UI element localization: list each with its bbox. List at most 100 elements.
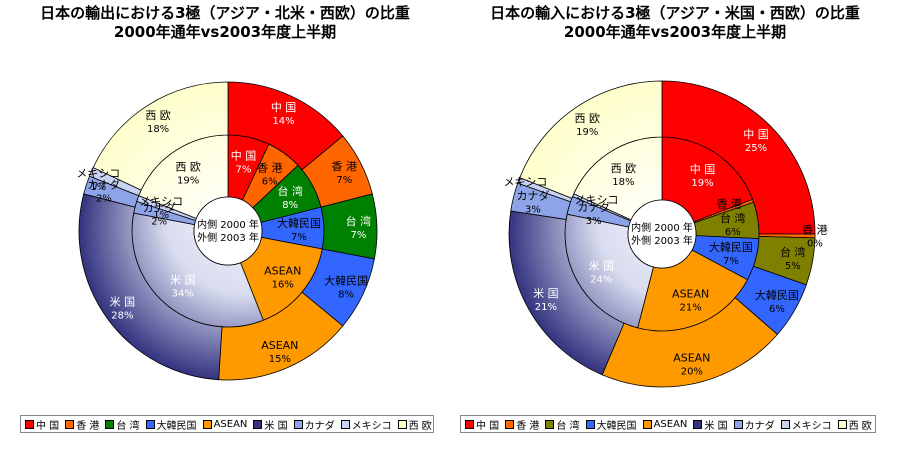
import-chart-title: 日本の輸入における3極（アジア・米国・西欧）の比重 2000年通年vs2003年…	[450, 4, 900, 42]
outer-label-mexico: メキシコ	[503, 175, 547, 188]
inner-label-hongkong: 香 港 6%	[257, 162, 283, 188]
inner-label-value-china: 19%	[691, 178, 713, 189]
legend-item-europe: 西 欧	[837, 417, 872, 432]
outer-label-value-usa: 28%	[111, 311, 133, 322]
inner-label-name-hongkong: 香 港	[716, 198, 742, 211]
inner-label-name-china: 中 国	[231, 150, 257, 163]
legend-label-europe: 西 欧	[408, 420, 432, 432]
legend-swatch-china	[25, 419, 34, 429]
import-chart-panel: 日本の輸入における3極（アジア・米国・西欧）の比重 2000年通年vs2003年…	[450, 0, 900, 450]
inner-label-value-asean: 16%	[272, 279, 294, 290]
outer-label-name-asean: ASEAN	[673, 352, 710, 365]
legend-swatch-asean	[642, 419, 652, 429]
inner-label-name-canada: カナダ	[143, 200, 176, 214]
legend-item-taiwan: 台 湾	[545, 417, 580, 432]
outer-label-value-canada: 3%	[525, 205, 541, 216]
legend-item-china: 中 国	[465, 417, 499, 432]
legend-label-taiwan: 台 湾	[116, 420, 140, 432]
outer-label-usa: 米 国 28%	[110, 296, 136, 322]
legend-swatch-hongkong	[65, 419, 75, 429]
outer-label-value-usa: 21%	[535, 302, 557, 313]
outer-label-value-korea: 6%	[769, 304, 785, 315]
outer-label-value-taiwan: 5%	[785, 261, 801, 272]
outer-slice-europe	[92, 81, 229, 191]
export-chart-panel: 日本の輸出における3極（アジア・北米・西欧）の比重 2000年通年vs2003年…	[20, 4, 434, 433]
outer-label-value-hongkong: 7%	[336, 175, 352, 186]
inner-label-name-korea: 大韓民国	[277, 216, 321, 230]
inner-label-value-europe: 19%	[177, 175, 199, 186]
inner-label-value-usa: 34%	[172, 289, 194, 300]
legend-label-europe: 西 欧	[848, 420, 872, 432]
outer-label-canada: カナダ 2%	[87, 178, 120, 205]
outer-label-china: 中 国 14%	[271, 101, 297, 127]
outer-slice-china	[661, 80, 816, 235]
outer-label-mexico: メキシコ 1%	[76, 167, 120, 193]
import-chart-legend: 中 国 香 港 台 湾 大韓民国 ASEAN 米 国 カナダ メキシコ 西 欧	[460, 415, 876, 433]
outer-label-name-usa: 米 国	[533, 287, 559, 300]
inner-label-asean: ASEAN 16%	[264, 264, 301, 290]
outer-label-canada: カナダ 3%	[516, 189, 549, 216]
inner-label-canada: カナダ 2%	[143, 200, 176, 227]
outer-label-name-taiwan: 台 湾	[346, 214, 372, 228]
legend-swatch-europe	[837, 419, 847, 429]
inner-label-name-hongkong: 香 港	[257, 162, 283, 175]
inner-label-value-usa: 24%	[590, 275, 612, 286]
outer-label-name-usa: 米 国	[110, 296, 136, 309]
outer-label-name-hongkong: 香 港	[332, 160, 358, 173]
inner-label-value-korea: 7%	[291, 232, 307, 243]
outer-label-europe: 西 欧 19%	[574, 112, 600, 138]
legend-swatch-asean	[202, 419, 212, 429]
legend-swatch-canada	[293, 419, 303, 429]
outer-label-taiwan: 台 湾 5%	[780, 245, 806, 272]
center-label-line-2: 外側 2003 年	[631, 234, 693, 247]
outer-label-value-mexico: 1%	[90, 182, 106, 193]
legend-swatch-korea	[145, 419, 155, 429]
outer-label-taiwan: 台 湾 7%	[346, 214, 372, 241]
inner-label-name-china: 中 国	[690, 163, 716, 176]
inner-label-usa: 米 国 34%	[170, 274, 196, 300]
outer-label-hongkong: 香 港 0%	[802, 224, 828, 250]
outer-label-name-korea: 大韓民国	[324, 274, 368, 288]
outer-label-name-mexico: メキシコ	[76, 167, 120, 180]
outer-label-value-korea: 8%	[338, 290, 354, 301]
inner-label-name-taiwan: 台 湾	[720, 211, 746, 225]
legend-label-korea: 大韓民国	[596, 420, 637, 432]
inner-label-name-asean: ASEAN	[264, 264, 301, 277]
legend-item-china: 中 国	[25, 417, 59, 432]
outer-label-asean: ASEAN 15%	[261, 339, 298, 365]
outer-label-china: 中 国 25%	[743, 128, 769, 154]
export-donut-chart: 内側 2000 年外側 2003 年中 国7% 香 港6%台 湾8%大韓民国7%A…	[76, 81, 378, 381]
outer-label-name-asean: ASEAN	[261, 339, 298, 352]
outer-label-name-canada: カナダ	[87, 178, 120, 192]
outer-label-name-china: 中 国	[271, 101, 297, 114]
inner-label-europe: 西 欧 19%	[175, 160, 201, 186]
inner-label-value-taiwan: 8%	[282, 200, 298, 211]
outer-label-name-europe: 西 欧	[574, 112, 600, 125]
legend-swatch-mexico	[340, 419, 350, 429]
export-chart-legend: 中 国 香 港 台 湾 大韓民国 ASEAN 米 国 カナダ メキシコ 西 欧	[20, 415, 434, 433]
legend-item-asean: ASEAN	[202, 419, 247, 430]
inner-label-taiwan: 台 湾 8%	[277, 184, 303, 211]
outer-label-name-hongkong: 香 港	[802, 224, 828, 237]
export-chart-subtitle: 2000年通年vs2003年度上半期	[113, 23, 337, 41]
legend-swatch-mexico	[780, 419, 790, 429]
outer-label-name-mexico: メキシコ	[503, 175, 547, 188]
legend-item-usa: 米 国	[253, 417, 288, 432]
legend-swatch-korea	[585, 419, 595, 429]
inner-label-hongkong: 香 港	[716, 198, 742, 211]
legend-item-hongkong: 香 港	[65, 417, 99, 432]
legend-label-canada: カナダ	[304, 420, 335, 432]
legend-item-hongkong: 香 港	[505, 417, 539, 432]
legend-swatch-europe	[397, 419, 407, 429]
inner-label-value-taiwan: 6%	[725, 227, 741, 238]
inner-label-value-china: 7%	[236, 165, 252, 176]
inner-label-mexico: メキシコ 1%	[139, 195, 183, 221]
legend-swatch-china	[465, 419, 474, 429]
legend-label-taiwan: 台 湾	[556, 420, 580, 432]
outer-label-asean: ASEAN 20%	[673, 352, 710, 378]
legend-item-korea: 大韓民国	[145, 417, 197, 432]
inner-label-asean: ASEAN 21%	[672, 288, 709, 314]
outer-label-value-asean: 20%	[681, 367, 703, 378]
legend-item-mexico: メキシコ	[340, 417, 392, 432]
legend-item-korea: 大韓民国	[585, 417, 637, 432]
